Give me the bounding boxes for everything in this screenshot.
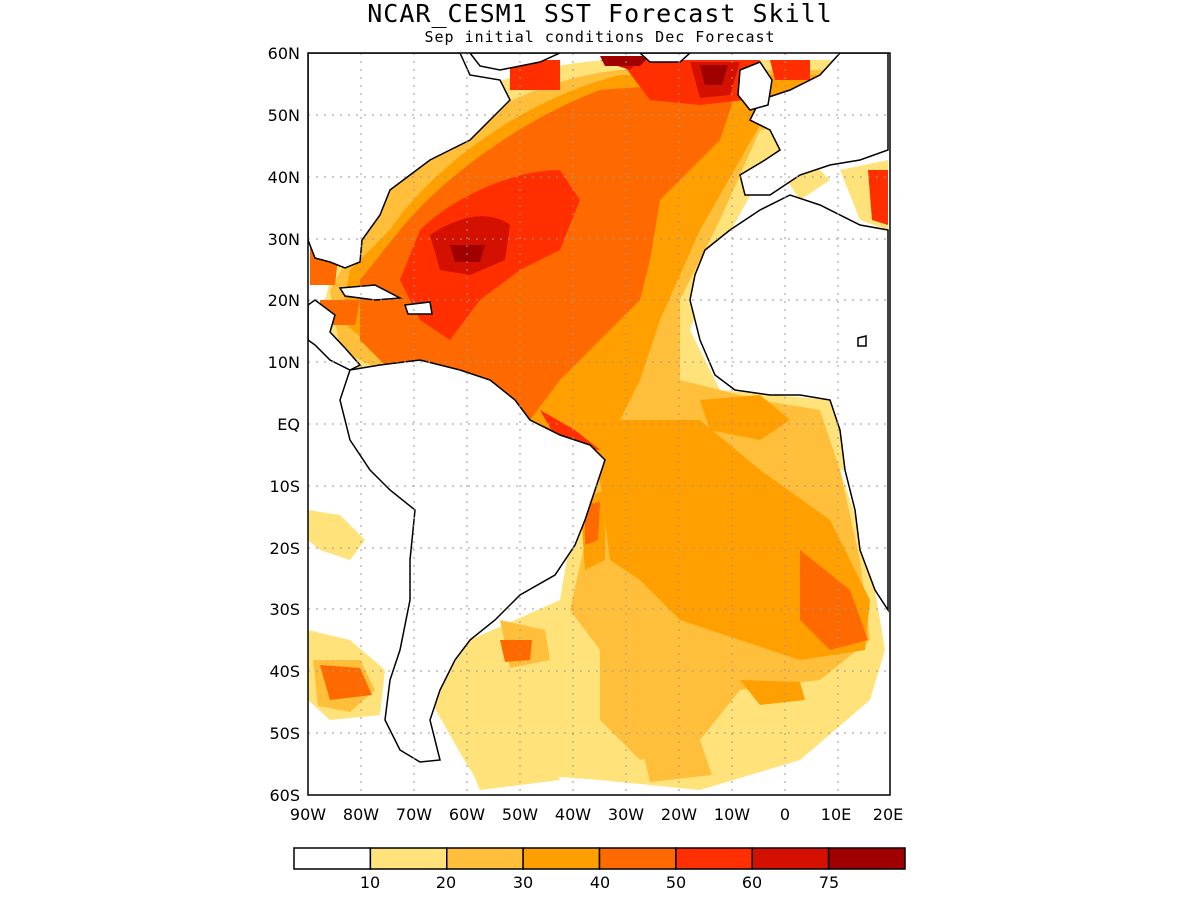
colorbar-label: 20 <box>436 873 456 892</box>
chart-subtitle: Sep initial conditions Dec Forecast <box>424 28 776 46</box>
lon-label: 20W <box>661 805 697 824</box>
lat-label: 30S <box>269 600 300 619</box>
lon-label: 70W <box>396 805 432 824</box>
colorbar-swatch <box>751 847 830 870</box>
latitude-labels: 60N 50N 40N 30N 20N 10N EQ 10S 20S 30S 4… <box>268 44 300 805</box>
south-america <box>339 359 606 763</box>
lon-label: 50W <box>502 805 538 824</box>
lat-label: EQ <box>277 415 300 434</box>
colorbar-labels: 10 20 30 40 50 60 75 <box>360 873 839 892</box>
cape-verde <box>857 335 867 347</box>
map-frame <box>307 52 891 796</box>
lat-label: 20N <box>268 291 300 310</box>
lat-label: 50N <box>268 106 300 125</box>
lon-label: 60W <box>449 805 485 824</box>
lon-label: 80W <box>343 805 379 824</box>
lat-label: 10N <box>268 353 300 372</box>
europe <box>739 53 889 196</box>
map-gridlines <box>308 53 890 795</box>
iceland <box>638 53 692 63</box>
colorbar-swatch <box>827 847 906 870</box>
colorbar-label: 60 <box>742 873 762 892</box>
central-america <box>308 299 362 371</box>
lon-label: 0 <box>780 805 790 824</box>
lat-label: 30N <box>268 230 300 249</box>
lat-label: 50S <box>269 724 300 743</box>
skill-shading <box>308 56 888 790</box>
colorbar-label: 75 <box>819 873 839 892</box>
colorbar-swatch <box>293 847 372 870</box>
lon-label: 10E <box>821 805 851 824</box>
lat-label: 20S <box>269 539 300 558</box>
colorbar-label: 40 <box>590 873 610 892</box>
longitude-labels: 90W 80W 70W 60W 50W 40W 30W 20W 10W 0 10… <box>290 805 903 824</box>
lon-label: 20E <box>873 805 903 824</box>
lat-label: 60N <box>268 44 300 63</box>
british-isles <box>737 61 773 111</box>
colorbar-swatch <box>446 847 524 870</box>
land-masses <box>308 53 889 763</box>
colorbar-swatch <box>675 847 753 870</box>
lat-label: 40S <box>269 662 300 681</box>
north-america <box>308 53 511 269</box>
lat-label: 10S <box>269 477 300 496</box>
colorbar-swatch <box>522 847 601 870</box>
colorbar-label: 30 <box>513 873 533 892</box>
cuba <box>338 284 403 301</box>
colorbar <box>293 847 906 870</box>
africa <box>689 194 889 613</box>
lon-label: 30W <box>608 805 644 824</box>
lon-label: 40W <box>555 805 591 824</box>
greenland <box>469 53 561 71</box>
colorbar-swatch <box>598 847 677 870</box>
hispaniola <box>403 301 433 315</box>
lon-label: 90W <box>290 805 326 824</box>
colorbar-swatch <box>369 847 448 870</box>
lat-label: 40N <box>268 168 300 187</box>
lon-label: 10W <box>714 805 750 824</box>
colorbar-label: 10 <box>360 873 380 892</box>
colorbar-label: 50 <box>666 873 686 892</box>
chart-title: NCAR_CESM1 SST Forecast Skill <box>367 0 833 28</box>
lat-label: 60S <box>269 786 300 805</box>
